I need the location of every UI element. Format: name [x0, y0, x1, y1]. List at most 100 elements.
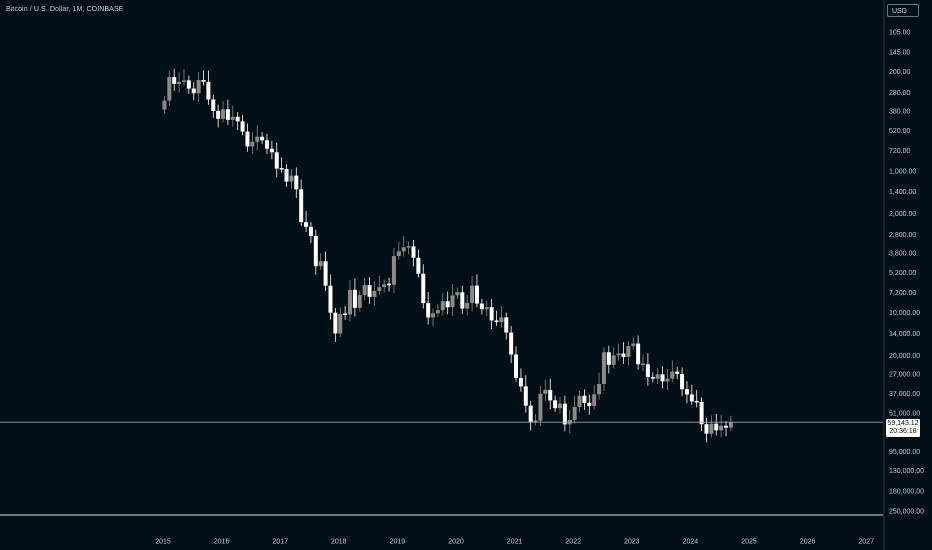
candle-body: [465, 302, 470, 309]
y-tick-label: 14,000.00: [889, 331, 920, 338]
x-tick-label: 2020: [448, 539, 464, 546]
candle-body: [284, 168, 289, 182]
candle-body: [460, 292, 465, 309]
candle-body: [235, 116, 240, 122]
y-tick-label: 180,000.00: [889, 488, 924, 495]
candle-body: [694, 400, 699, 403]
y-tick-label: 7,200.00: [889, 290, 916, 297]
candle-body: [592, 394, 597, 407]
chart-title: Bitcoin / U.S. Dollar, 1M, COINBASE: [6, 6, 124, 13]
candle-body: [186, 80, 191, 89]
y-tick-label: 3,800.00: [889, 251, 916, 258]
y-tick-label: 380.00: [889, 109, 911, 116]
candle-body: [616, 353, 621, 356]
candle-body: [597, 383, 602, 395]
candle-body: [479, 303, 484, 310]
y-tick-label: 95,000.00: [889, 449, 920, 456]
y-tick-label: 51,000.00: [889, 411, 920, 418]
candle-body: [445, 301, 450, 308]
candle-body: [514, 354, 519, 379]
currency-button[interactable]: USD: [887, 4, 919, 17]
candle-body: [728, 422, 733, 428]
candle-body: [670, 371, 675, 379]
candle-body: [641, 363, 646, 366]
candle-body: [328, 285, 333, 313]
candle-body: [719, 425, 724, 431]
y-tick-label: 2,800.00: [889, 232, 916, 239]
candle-body: [699, 401, 704, 425]
candle-body: [406, 246, 411, 248]
candle-body: [391, 256, 396, 285]
candle-body: [304, 222, 309, 227]
candle-body: [499, 317, 504, 323]
candles-layer: [162, 68, 733, 443]
candle-body: [411, 246, 416, 258]
candle-body: [660, 374, 665, 382]
candle-body: [313, 236, 318, 267]
candle-body: [211, 99, 216, 111]
candle-body: [289, 175, 294, 182]
candle-body: [221, 109, 226, 119]
candle-body: [675, 371, 680, 374]
candle-body: [260, 136, 265, 141]
candle-body: [357, 294, 362, 308]
y-tick-label: 520.00: [889, 128, 911, 135]
candle-body: [704, 424, 709, 434]
y-tick-label: 200.00: [889, 69, 911, 76]
candle-body: [553, 400, 558, 409]
candle-body: [206, 81, 211, 100]
candle-body: [338, 313, 343, 334]
candle-body: [435, 310, 440, 314]
candle-body: [601, 352, 606, 384]
y-tick-label: 1,000.00: [889, 168, 916, 175]
candle-body: [343, 313, 348, 315]
candle-body: [455, 292, 460, 296]
candle-body: [294, 175, 299, 190]
y-tick-label: 1,400.00: [889, 189, 916, 196]
candle-body: [504, 317, 509, 333]
candle-body: [548, 389, 553, 401]
candle-body: [562, 403, 567, 425]
candle-body: [543, 389, 548, 394]
candle-body: [367, 285, 372, 297]
candle-body: [509, 332, 514, 355]
y-tick-label: 20,000.00: [889, 353, 920, 360]
candle-body: [377, 287, 382, 291]
candle-body: [230, 116, 235, 120]
x-tick-label: 2024: [683, 539, 699, 546]
candle-body: [523, 386, 528, 406]
candle-body: [352, 289, 357, 308]
y-tick-label: 280.00: [889, 90, 911, 97]
candle-body: [484, 307, 489, 310]
candle-body: [577, 395, 582, 407]
candle-body: [650, 377, 655, 379]
y-tick-label: 250,000.00: [889, 509, 924, 516]
x-tick-label: 2026: [800, 539, 816, 546]
candle-body: [162, 100, 167, 110]
candle-body: [181, 80, 186, 82]
x-tick-label: 2018: [331, 539, 347, 546]
candle-body: [645, 364, 650, 378]
candle-body: [450, 295, 455, 308]
y-tick-label: 145.00: [889, 49, 911, 56]
candle-body: [274, 152, 279, 169]
candle-body: [362, 285, 367, 295]
candle-body: [308, 226, 313, 237]
candle-body: [396, 251, 401, 257]
candle-body: [167, 77, 172, 101]
x-tick-label: 2019: [390, 539, 406, 546]
candle-body: [264, 140, 269, 149]
x-tick-label: 2027: [858, 539, 874, 546]
x-tick-label: 2023: [624, 539, 640, 546]
candle-body: [494, 320, 499, 323]
candle-body: [255, 136, 260, 142]
x-tick-label: 2017: [272, 539, 288, 546]
candle-body: [318, 261, 323, 267]
candle-body: [323, 261, 328, 286]
candle-body: [714, 423, 719, 431]
candle-body: [680, 373, 685, 390]
x-tick-label: 2015: [155, 539, 171, 546]
candle-body: [631, 343, 636, 347]
